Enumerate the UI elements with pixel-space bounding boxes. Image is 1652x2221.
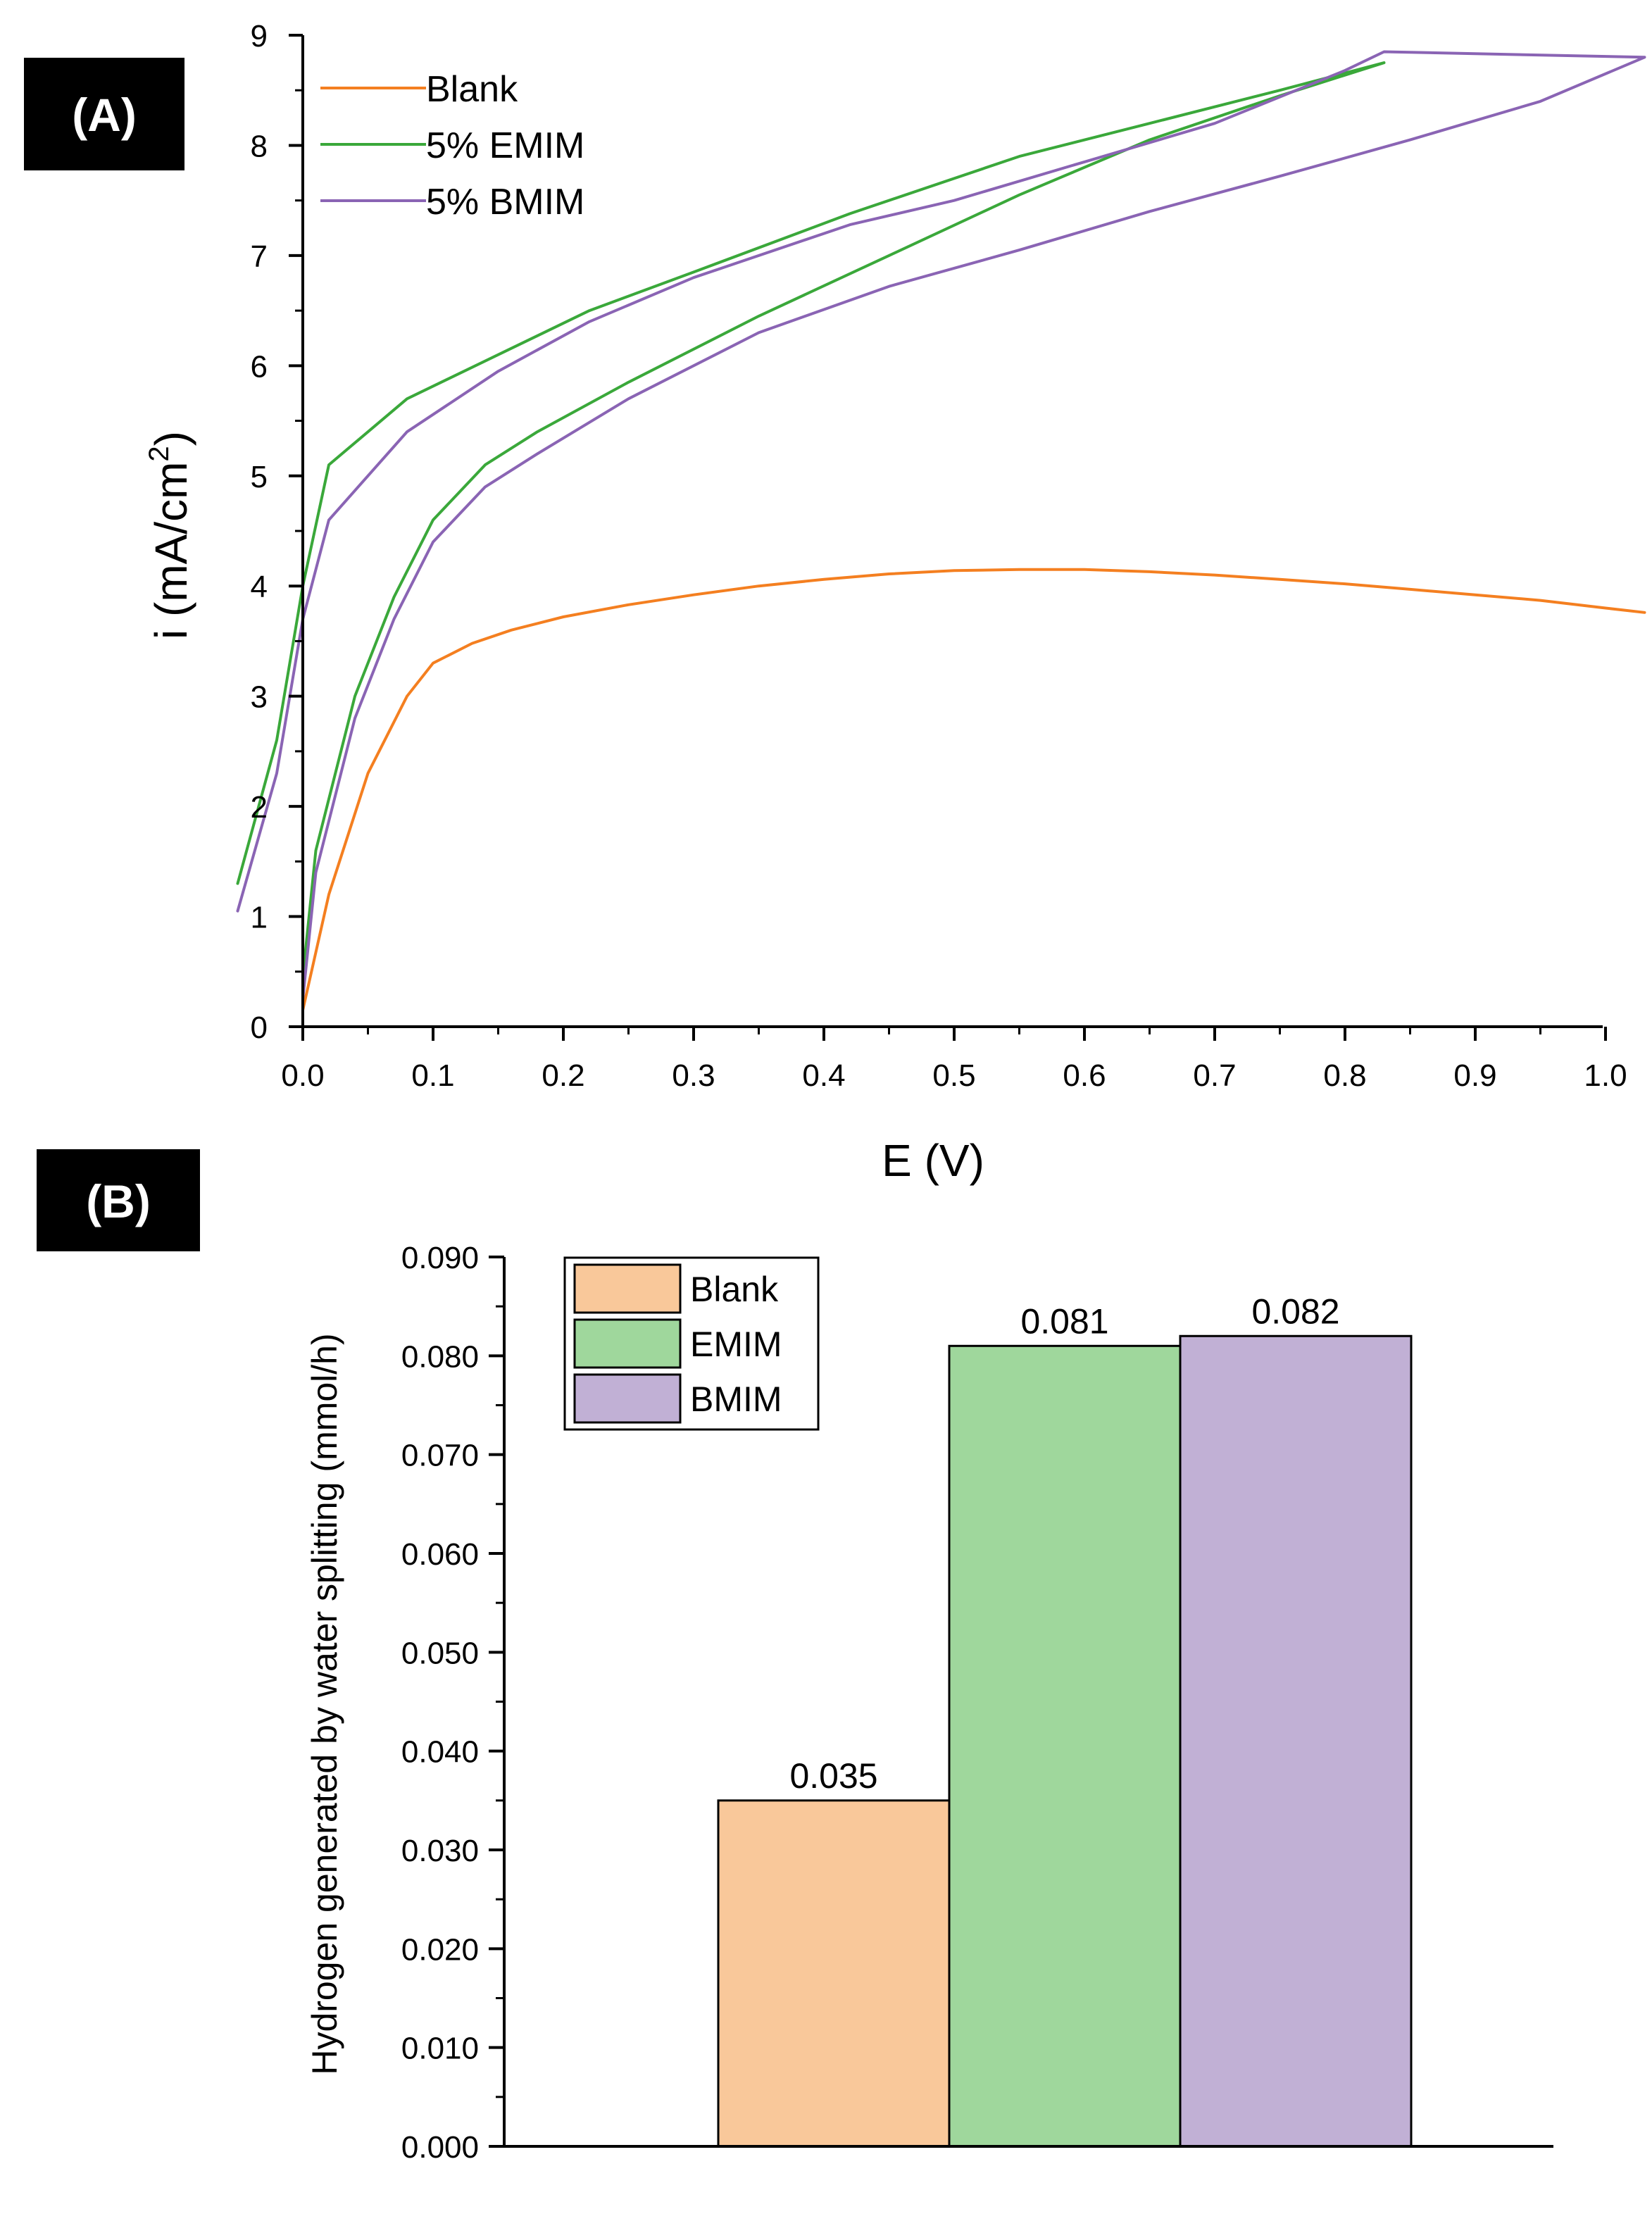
chart-a-y-ticks: 0 1 2 3 4 5 6 7 8 9 [251, 19, 303, 1045]
y-tick-label: 0.060 [401, 1537, 479, 1572]
y-tick-label: 0.030 [401, 1834, 479, 1868]
y-tick-label: 0.040 [401, 1735, 479, 1770]
panel-a-label-text: (A) [72, 89, 137, 141]
y-tick-label: 1 [251, 901, 268, 935]
y-tick-label: 0.020 [401, 1932, 479, 1967]
legend-swatch [573, 1318, 682, 1369]
chart-b-legend: Blank EMIM BMIM [563, 1256, 820, 1431]
x-tick-label: 0.4 [802, 1058, 845, 1093]
x-tick-label: 0.0 [281, 1058, 324, 1093]
series-line-blank [301, 568, 1646, 1012]
legend-label: BMIM [690, 1379, 782, 1419]
chart-b-y-axis-title: Hydrogen generated by water splitting (m… [305, 1333, 344, 2075]
y-tick-label: 5 [251, 460, 268, 494]
chart-b: 0.035 0.081 0.082 0.000 0.010 0.020 0.030 0.04… [305, 1241, 1553, 2165]
y-tick-label: 3 [251, 680, 268, 715]
legend-label: 5% BMIM [426, 182, 584, 223]
chart-b-bars [717, 1334, 1413, 2148]
y-tick-label: 9 [251, 19, 268, 54]
y-tick-label: 0.050 [401, 1636, 479, 1670]
chart-a-y-axis-title-sup: 2 [144, 446, 175, 461]
chart-a-x-axis-title: E (V) [882, 1135, 984, 1186]
y-tick-label: 6 [251, 349, 268, 384]
series-line-5-bmim [236, 50, 1646, 1001]
chart-a-series-layer [236, 50, 1646, 1012]
y-tick-label: 0.010 [401, 2032, 479, 2066]
legend-swatch [573, 1263, 682, 1314]
y-tick-label: 0.090 [401, 1241, 479, 1275]
chart-b-y-ticks: 0.000 0.010 0.020 0.030 0.040 0.050 0.060 0.070… [401, 1241, 504, 2165]
y-tick-label: 0.070 [401, 1439, 479, 1473]
chart-a-y-axis-title-main: i (mA/cm [146, 462, 196, 639]
chart-a-y-axis-title-end: ) [146, 431, 196, 446]
x-tick-label: 0.8 [1323, 1058, 1366, 1093]
legend-label: Blank [426, 69, 518, 110]
chart-a-y-axis-title: i (mA/cm2) [144, 431, 196, 639]
legend-label: EMIM [690, 1325, 782, 1364]
x-tick-label: 0.9 [1453, 1058, 1496, 1093]
bar-value-label: 0.035 [789, 1756, 877, 1796]
legend-label: Blank [690, 1270, 779, 1309]
x-tick-label: 1.0 [1584, 1058, 1627, 1093]
bar-value-label: 0.082 [1251, 1291, 1339, 1331]
y-tick-label: 4 [251, 570, 268, 604]
y-tick-label: 0 [251, 1011, 268, 1045]
series-line-5-emim [236, 61, 1386, 979]
panel-b-label-box [37, 1149, 200, 1251]
bar-bmim [1179, 1334, 1413, 2148]
legend-label: 5% EMIM [426, 125, 584, 166]
y-tick-label: 8 [251, 129, 268, 163]
panel-a-label-box [24, 58, 184, 170]
y-tick-label: 2 [251, 790, 268, 825]
panel-b-label-text: (B) [86, 1175, 151, 1227]
chart-a-legend: Blank 5% EMIM 5% BMIM [320, 69, 584, 223]
x-tick-label: 0.2 [542, 1058, 584, 1093]
bar-emim [948, 1344, 1182, 2148]
x-tick-label: 0.6 [1063, 1058, 1106, 1093]
x-tick-label: 0.7 [1193, 1058, 1236, 1093]
panel-b-label: (B) [37, 1149, 200, 1251]
y-tick-label: 0.000 [401, 2130, 479, 2165]
panel-a-label: (A) [24, 58, 184, 170]
bar-value-label: 0.081 [1020, 1301, 1108, 1341]
x-tick-label: 0.5 [932, 1058, 975, 1093]
x-tick-label: 0.3 [672, 1058, 715, 1093]
y-tick-label: 0.080 [401, 1339, 479, 1374]
legend-swatch [573, 1373, 682, 1424]
x-tick-label: 0.1 [411, 1058, 454, 1093]
bar-blank [717, 1799, 951, 2148]
chart-a: 0.00.10.20.30.40.50.60.70.80.91.01.1 012… [144, 19, 1646, 1186]
chart-a-x-ticks: 0.00.10.20.30.40.50.60.70.80.91.01.1 [281, 1027, 1627, 1093]
y-tick-label: 7 [251, 239, 268, 274]
chart-b-value-labels: 0.035 0.081 0.082 [789, 1291, 1339, 1796]
